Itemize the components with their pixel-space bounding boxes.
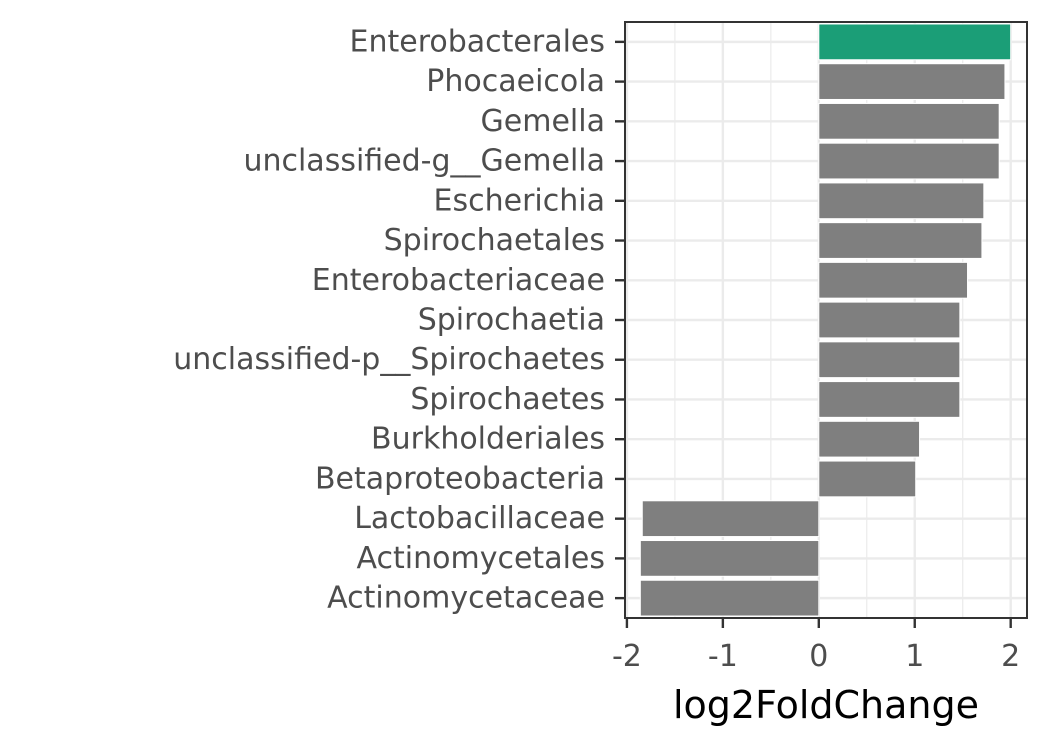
y-tick-label: Spirochaetales [384,223,605,258]
y-tick-label: Lactobacillaceae [354,501,605,536]
y-tick-label: Phocaeicola [426,64,605,99]
bars-group [639,23,1012,617]
y-tick-label: Betaproteobacteria [315,461,605,496]
bar-actinomycetaceae [639,579,820,617]
y-tick-label: Spirochaetia [418,303,605,338]
bar-spirochaetia [818,301,961,339]
y-tick-label: Burkholderiales [371,422,605,457]
bar-phocaeicola [818,63,1006,100]
bar-enterobacteriaceae [818,261,969,299]
y-tick-label: unclassified-p__Spirochaetes [173,342,605,377]
bar-actinomycetales [639,540,820,577]
x-tick-label: 1 [905,639,924,674]
bar-gemella [818,102,1000,140]
y-tick-label: Gemella [481,104,605,139]
y-tick-label: Enterobacteriaceae [312,263,605,298]
y-tick-label: Actinomycetaceae [327,581,605,616]
x-axis: -2 -1 0 1 2 [612,618,1020,674]
bar-unclassified-p-spirochaetes [818,341,961,379]
y-tick-label: Actinomycetales [357,541,605,576]
y-tick-label: unclassified-g__Gemella [243,144,605,179]
y-axis: Enterobacterales Phocaeicola Gemella unclas… [173,24,625,616]
x-axis-title: log2FoldChange [673,683,979,727]
bar-unclassified-g-gemella [818,142,1000,180]
y-tick-label: Spirochaetes [410,382,605,417]
bar-escherichia [818,182,985,220]
y-tick-label: Escherichia [434,183,605,218]
y-tick-label: Enterobacterales [350,24,606,59]
bar-lactobacillaceae [641,500,820,538]
bar-burkholderiales [818,420,921,458]
bar-enterobacterales [818,23,1012,61]
x-tick-label: 0 [809,639,828,674]
bar-spirochaetes [818,381,961,418]
bar-betaproteobacteria [818,460,917,498]
x-tick-label: -1 [708,639,738,674]
bar-spirochaetales [818,222,983,259]
x-tick-label: -2 [612,639,642,674]
x-tick-label: 2 [1001,639,1020,674]
